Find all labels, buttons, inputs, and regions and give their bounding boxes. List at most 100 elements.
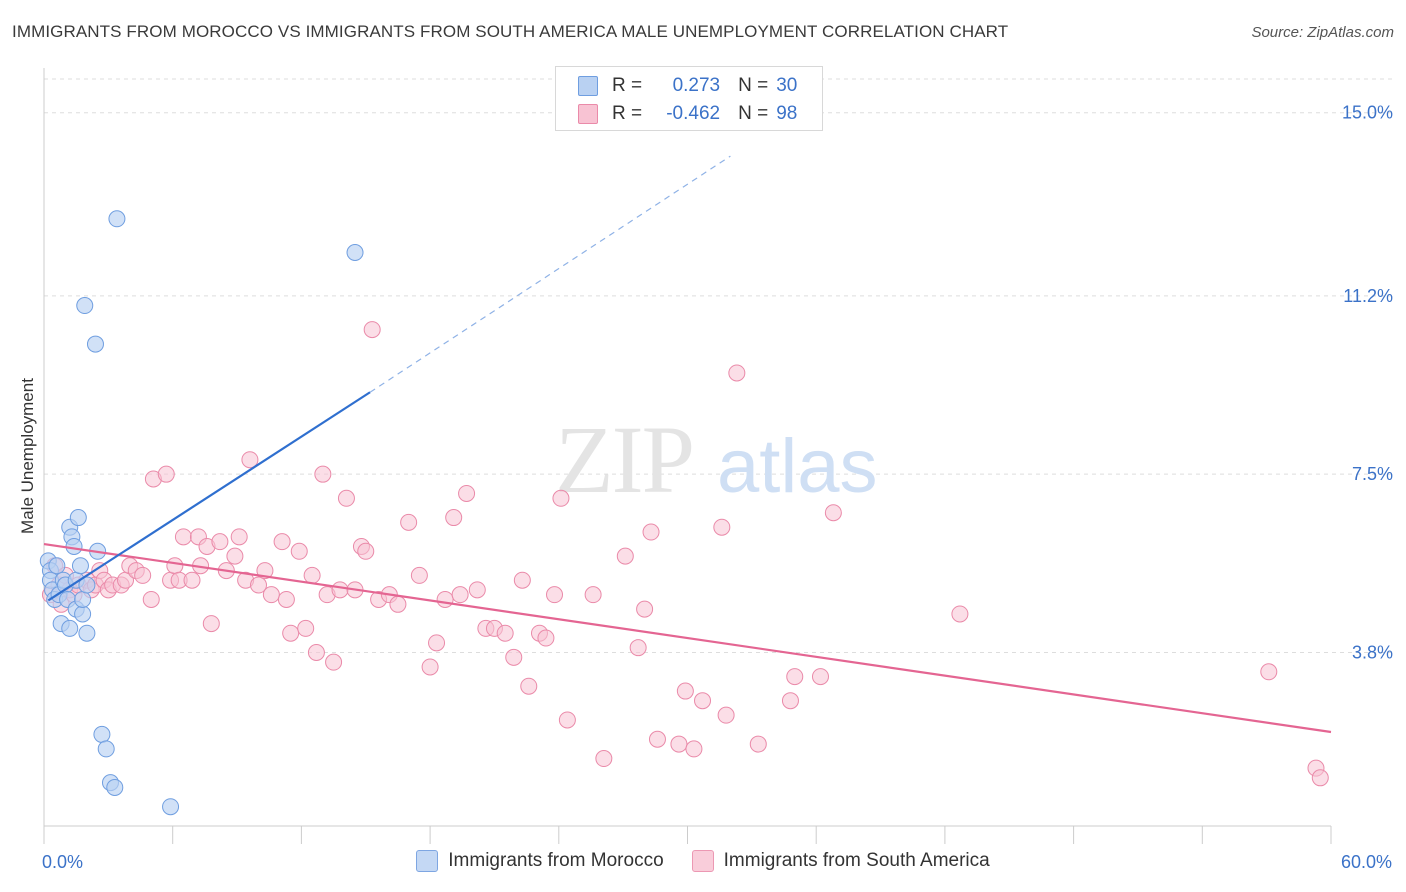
morocco-r-value: 0.273	[672, 75, 721, 96]
south-america-point	[670, 735, 688, 753]
south-america-point	[648, 730, 666, 748]
south-america-point	[537, 629, 555, 647]
morocco-n-value: 30	[776, 75, 798, 96]
r-label: R =	[612, 75, 643, 96]
trend-lines	[43, 155, 1332, 734]
legend-swatch-morocco	[416, 850, 439, 872]
legend-item-south-america[interactable]: Immigrants from South America	[691, 850, 990, 872]
south-america-point	[1260, 663, 1278, 681]
south-america-swatch	[578, 104, 598, 124]
south-america-point	[142, 590, 160, 608]
south-america-point	[277, 590, 295, 608]
south-america-point	[282, 624, 300, 642]
morocco-point	[86, 335, 104, 353]
morocco-point	[108, 210, 126, 228]
south-america-point	[157, 465, 175, 483]
morocco-point	[74, 590, 92, 608]
morocco-point	[97, 740, 115, 758]
y-tick-label: 7.5%	[1352, 464, 1393, 484]
south-america-point	[520, 677, 538, 695]
south-america-point	[421, 658, 439, 676]
south-america-point	[134, 566, 152, 584]
south-america-point	[183, 571, 201, 589]
morocco-point	[65, 537, 83, 555]
south-america-point	[749, 735, 767, 753]
south-america-points	[41, 321, 1329, 787]
morocco-point	[71, 557, 89, 575]
stats-row-morocco: R = 0.273 N = 30	[578, 72, 797, 100]
y-tick-label: 11.2%	[1343, 286, 1393, 306]
morocco-point	[69, 509, 87, 527]
morocco-swatch	[578, 76, 598, 96]
south-america-n-value: 98	[776, 103, 798, 124]
south-america-point	[546, 586, 564, 604]
south-america-r-value: -0.462	[666, 103, 721, 124]
axes	[43, 68, 1332, 844]
south-america-point	[728, 364, 746, 382]
south-america-point	[451, 586, 469, 604]
south-america-point	[713, 518, 731, 536]
south-america-point	[331, 581, 349, 599]
south-america-point	[1311, 769, 1329, 787]
south-america-point	[636, 600, 654, 618]
south-america-point	[436, 590, 454, 608]
south-america-point	[166, 557, 184, 575]
watermark: ZIP atlas	[555, 406, 878, 513]
south-america-point	[781, 692, 799, 710]
south-america-point	[505, 648, 523, 666]
south-america-point	[694, 692, 712, 710]
south-america-point	[685, 740, 703, 758]
south-america-point	[824, 504, 842, 522]
south-america-point	[584, 586, 602, 604]
south-america-point	[676, 682, 694, 700]
south-america-point	[428, 634, 446, 652]
south-america-point	[595, 750, 613, 768]
south-america-point	[325, 653, 343, 671]
south-america-point	[468, 581, 486, 599]
south-america-point	[357, 542, 375, 560]
y-tick-labels: 3.8% 7.5% 11.2% 15.0%	[1342, 103, 1393, 663]
chart-title: IMMIGRANTS FROM MOROCCO VS IMMIGRANTS FR…	[12, 22, 1009, 41]
legend-label-morocco: Immigrants from Morocco	[448, 850, 664, 871]
south-america-point	[410, 566, 428, 584]
south-america-point	[250, 576, 267, 594]
south-america-point	[290, 542, 308, 560]
gridlines	[44, 78, 1392, 654]
x-max-label: 60.0%	[1340, 852, 1392, 872]
south-america-point	[552, 489, 570, 507]
x-min-label: 0.0%	[42, 852, 84, 872]
south-america-point	[174, 528, 192, 546]
morocco-point	[61, 619, 79, 637]
morocco-point	[48, 557, 66, 575]
morocco-point	[93, 725, 111, 743]
y-tick-label: 3.8%	[1352, 643, 1393, 663]
south-america-point	[226, 547, 244, 565]
n-label: N =	[738, 75, 769, 96]
stats-legend: R = 0.273 N = 30 R = -0.462 N = 98	[555, 66, 823, 131]
south-america-point	[496, 624, 514, 642]
south-america-point	[211, 533, 229, 551]
south-america-point	[811, 668, 829, 686]
south-america-point	[256, 562, 274, 580]
y-tick-label: 15.0%	[1342, 103, 1393, 123]
south-america-point	[513, 571, 531, 589]
morocco-point	[78, 624, 96, 642]
watermark-zip: ZIP	[555, 406, 693, 513]
south-america-point	[297, 619, 315, 637]
morocco-points	[39, 210, 364, 816]
south-america-point	[558, 711, 576, 729]
south-america-point	[389, 595, 407, 613]
south-america-point	[951, 605, 969, 623]
south-america-point	[307, 644, 325, 662]
south-america-point	[629, 639, 647, 657]
morocco-point	[76, 297, 94, 315]
stats-row-south-america: R = -0.462 N = 98	[578, 100, 797, 128]
south-america-point	[273, 533, 291, 551]
legend-label-south-america: Immigrants from South America	[723, 850, 990, 871]
legend-item-morocco[interactable]: Immigrants from Morocco	[416, 850, 664, 872]
morocco-trend-line	[47, 391, 371, 602]
source-label: Source: ZipAtlas.com	[1251, 24, 1394, 41]
watermark-atlas: atlas	[717, 424, 878, 509]
south-america-point	[202, 615, 220, 633]
